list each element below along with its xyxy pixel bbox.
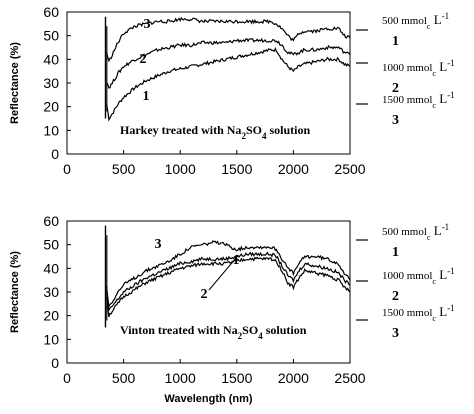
series-line-2 (106, 37, 351, 89)
legend-curve-number: 1 (392, 34, 399, 49)
curve-label-1: 1 (143, 89, 150, 104)
x-tick-label: 0 (63, 370, 71, 386)
curve-label-3: 3 (155, 237, 162, 252)
harkey-y-ticks: 0 10 20 30 40 50 60 (43, 4, 71, 162)
vinton-curve-labels: 1 2 3 (155, 237, 240, 302)
legend-curve-number: 3 (392, 326, 399, 341)
curve-label-2: 2 (140, 52, 147, 67)
vinton-plot-frame (66, 220, 351, 364)
y-tick-label: 50 (43, 237, 59, 253)
curve-label-1: 1 (233, 253, 240, 268)
vinton-y-ticks: 0 10 20 30 40 50 60 (43, 213, 71, 371)
harkey-curve-labels: 1 2 3 (140, 17, 151, 104)
legend-concentration: 1500 mmolc L-1 (382, 303, 455, 323)
harkey-curves (104, 16, 351, 122)
x-tick-label: 1500 (221, 161, 252, 177)
y-tick-label: 0 (51, 146, 59, 162)
series-line-1 (106, 251, 351, 312)
legend-concentration: 1000 mmolc L-1 (382, 266, 455, 286)
x-tick-label: 1000 (165, 370, 196, 386)
vinton-y-axis-label: Reflectance (%) (9, 251, 21, 333)
plot-area (66, 220, 351, 364)
vinton-x-ticks: 0 500 1000 1500 2000 2500 (63, 359, 366, 386)
x-tick-label: 2500 (334, 370, 365, 386)
harkey-panel: 0 10 20 30 40 50 60 0 500 1000 1500 2000 2500 1 2 3 R… (9, 4, 455, 177)
legend-curve-number: 2 (392, 289, 399, 304)
series-line-3 (106, 240, 351, 309)
vinton-curves (104, 225, 351, 328)
y-tick-label: 40 (43, 260, 59, 276)
vinton-panel-title: Vinton treated with Na2SO4 solution (120, 323, 307, 341)
x-tick-label: 1500 (221, 370, 252, 386)
x-tick-label: 2000 (278, 161, 309, 177)
x-tick-label: 2000 (278, 370, 309, 386)
harkey-panel-title: Harkey treated with Na2SO4 solution (120, 123, 310, 141)
y-tick-label: 10 (43, 331, 59, 347)
x-tick-label: 0 (63, 161, 71, 177)
y-tick-label: 0 (51, 355, 59, 371)
legend-concentration: 1500 mmolc L-1 (382, 90, 455, 110)
vinton-panel: 0 10 20 30 40 50 60 0 500 1000 1500 2000 2500 1 2 3 R… (9, 213, 455, 405)
x-tick-label: 500 (112, 161, 136, 177)
curve-label-3: 3 (144, 17, 151, 32)
legend-concentration: 1000 mmolc L-1 (382, 58, 455, 78)
legend-curve-number: 3 (392, 113, 399, 128)
legend-curve-number: 2 (392, 81, 399, 96)
harkey-x-ticks: 0 500 1000 1500 2000 2500 (63, 150, 366, 177)
curve-label-2: 2 (201, 287, 208, 302)
x-tick-label: 1000 (165, 161, 196, 177)
series-line-2 (106, 256, 351, 318)
y-tick-label: 50 (43, 28, 59, 44)
x-tick-label: 2500 (334, 161, 365, 177)
y-tick-label: 30 (43, 75, 59, 91)
y-tick-label: 60 (43, 4, 59, 20)
y-tick-label: 10 (43, 122, 59, 138)
x-axis-label: Wavelength (nm) (164, 393, 253, 405)
y-tick-label: 30 (43, 284, 59, 300)
legend-concentration: 500 mmolc L-1 (382, 11, 449, 31)
y-tick-label: 20 (43, 99, 59, 115)
legend-curve-number: 1 (392, 245, 399, 260)
y-tick-label: 20 (43, 308, 59, 324)
legend-concentration: 500 mmolc L-1 (382, 222, 449, 242)
harkey-y-axis-label: Reflectance (%) (9, 42, 21, 124)
series-line-1 (106, 47, 351, 122)
x-tick-label: 500 (112, 370, 136, 386)
series-line-3 (106, 16, 351, 63)
y-tick-label: 60 (43, 213, 59, 229)
y-tick-label: 40 (43, 51, 59, 67)
curve-label-pointer (208, 257, 237, 291)
